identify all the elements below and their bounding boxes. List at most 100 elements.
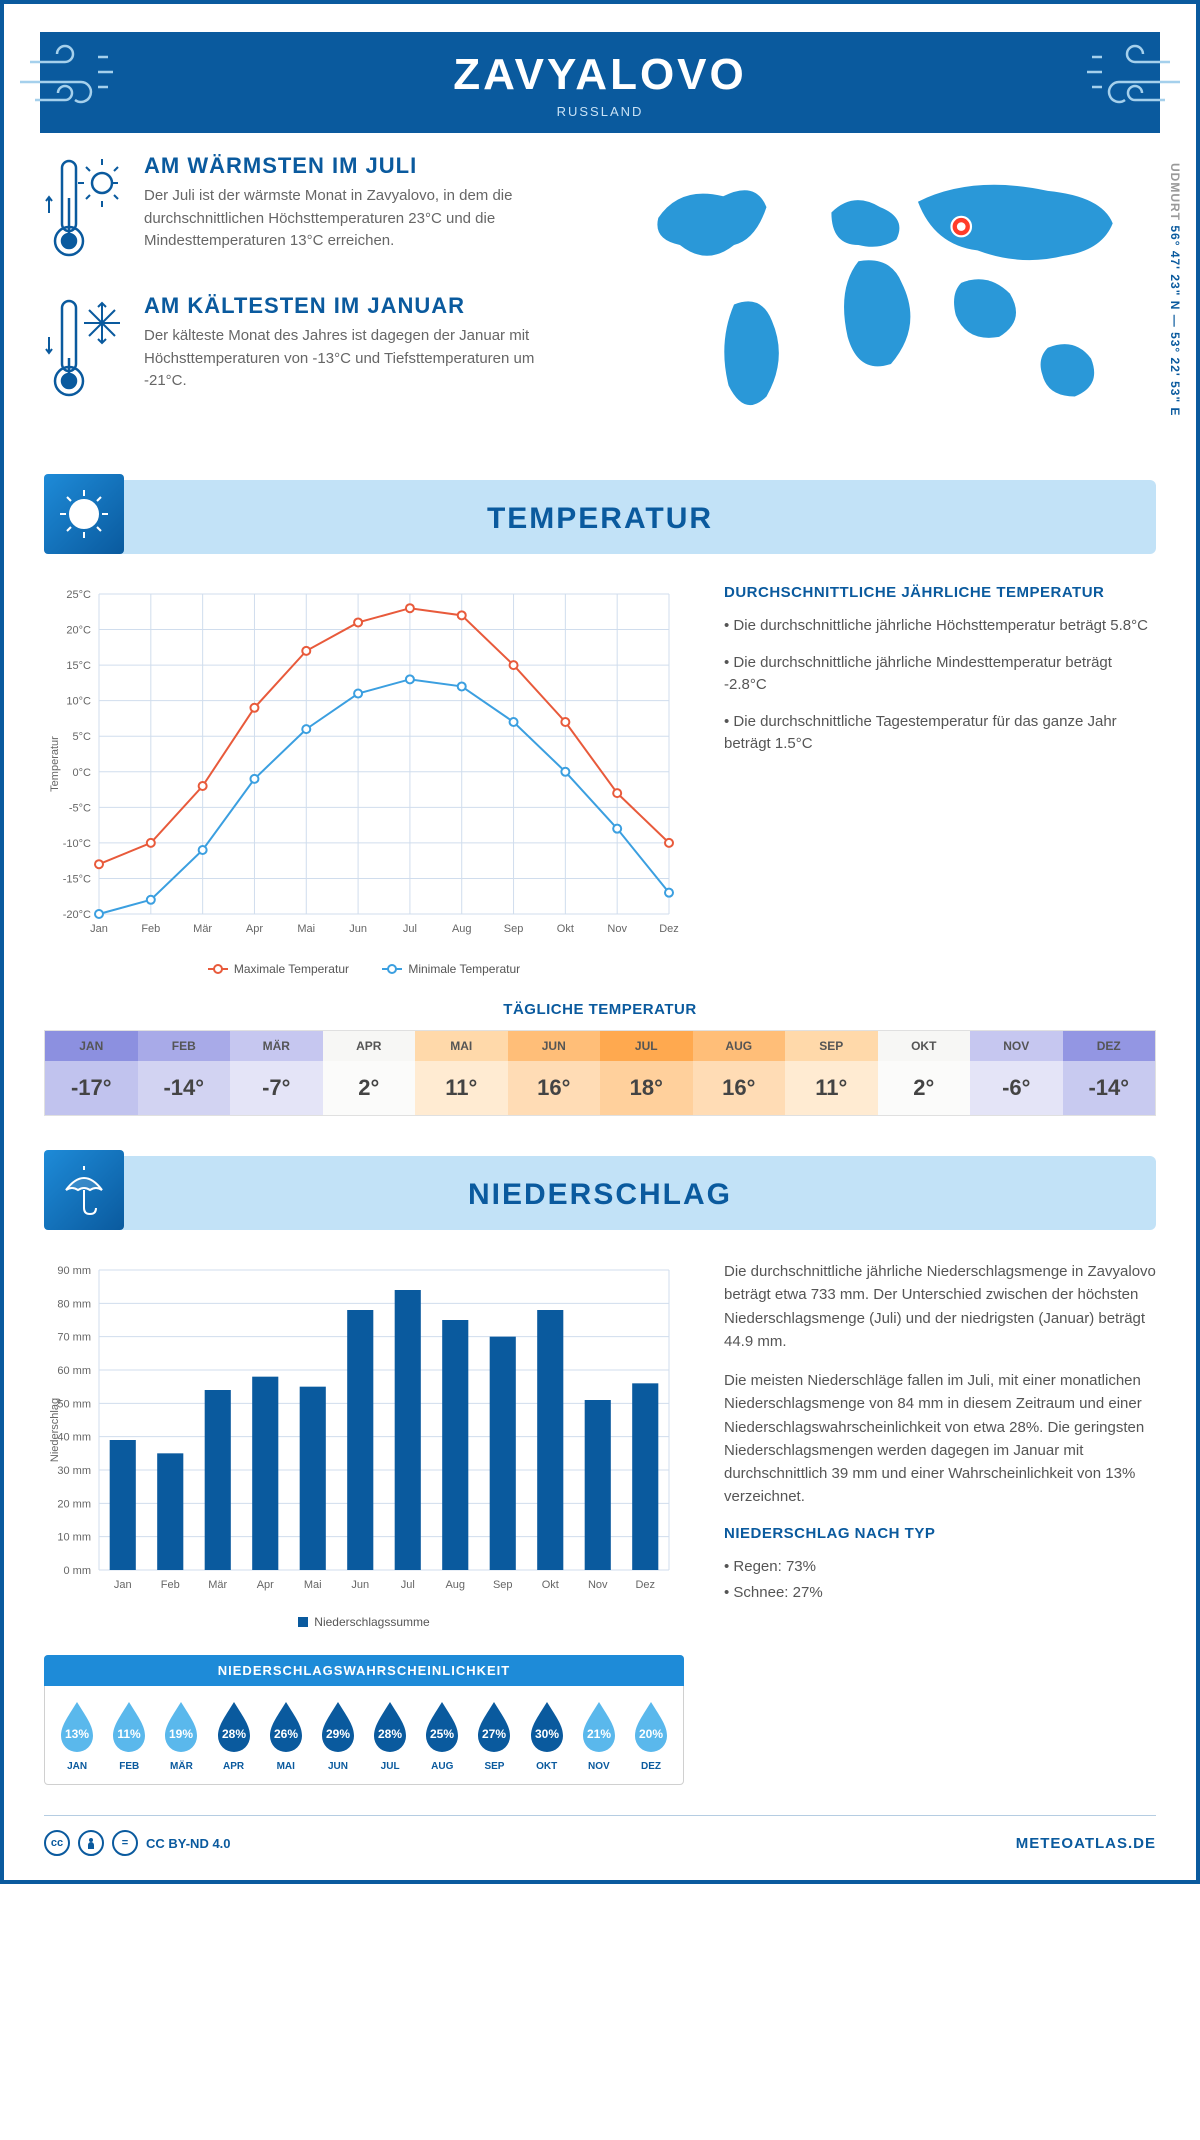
svg-text:Jan: Jan — [114, 1579, 132, 1591]
svg-text:50 mm: 50 mm — [57, 1398, 91, 1410]
svg-text:Mai: Mai — [297, 923, 315, 935]
month-cell: AUG16° — [693, 1031, 786, 1115]
prob-drop: 28%APR — [208, 1698, 260, 1772]
temp-bullet: • Die durchschnittliche jährliche Höchst… — [724, 615, 1156, 638]
svg-text:20 mm: 20 mm — [57, 1498, 91, 1510]
daily-temp-strip: JAN-17°FEB-14°MÄR-7°APR2°MAI11°JUN16°JUL… — [44, 1030, 1156, 1116]
svg-text:80 mm: 80 mm — [57, 1298, 91, 1310]
coldest-fact: AM KÄLTESTEN IM JANUAR Der kälteste Mona… — [44, 293, 585, 408]
page-header: ZAVYALOVO RUSSLAND — [40, 32, 1160, 133]
month-cell: MÄR-7° — [230, 1031, 323, 1115]
umbrella-icon — [44, 1150, 124, 1230]
svg-text:28%: 28% — [378, 1727, 402, 1741]
svg-text:30 mm: 30 mm — [57, 1465, 91, 1477]
svg-text:10 mm: 10 mm — [57, 1532, 91, 1544]
svg-text:20%: 20% — [639, 1727, 663, 1741]
warmest-text: Der Juli ist der wärmste Monat in Zavyal… — [144, 185, 544, 253]
svg-text:11%: 11% — [118, 1727, 142, 1741]
month-cell: NOV-6° — [970, 1031, 1063, 1115]
svg-text:15°C: 15°C — [66, 660, 91, 672]
svg-text:Apr: Apr — [257, 1579, 274, 1591]
bytype-item: • Schnee: 27% — [724, 1582, 1156, 1605]
svg-text:29%: 29% — [326, 1727, 350, 1741]
prob-drop: 29%JUN — [312, 1698, 364, 1772]
svg-text:Jul: Jul — [401, 1579, 415, 1591]
coldest-title: AM KÄLTESTEN IM JANUAR — [144, 293, 544, 319]
svg-text:Aug: Aug — [445, 1579, 465, 1591]
svg-text:0°C: 0°C — [73, 767, 92, 779]
month-cell: SEP11° — [785, 1031, 878, 1115]
thermometer-sun-icon — [44, 153, 124, 268]
precip-probability-box: NIEDERSCHLAGSWAHRSCHEINLICHKEIT 13%JAN11… — [44, 1655, 684, 1785]
svg-text:Nov: Nov — [607, 923, 627, 935]
svg-text:Mai: Mai — [304, 1579, 322, 1591]
month-cell: FEB-14° — [138, 1031, 231, 1115]
svg-text:Mär: Mär — [208, 1579, 227, 1591]
prob-drop: 20%DEZ — [625, 1698, 677, 1772]
svg-text:Dez: Dez — [659, 923, 679, 935]
month-cell: APR2° — [323, 1031, 416, 1115]
section-banner-precip: NIEDERSCHLAG — [44, 1156, 1156, 1230]
wind-icon — [10, 42, 130, 127]
precip-bytype-title: NIEDERSCHLAG NACH TYP — [724, 1525, 1156, 1542]
prob-drop: 21%NOV — [573, 1698, 625, 1772]
nd-icon: = — [112, 1830, 138, 1856]
svg-text:70 mm: 70 mm — [57, 1332, 91, 1344]
svg-text:Aug: Aug — [452, 923, 472, 935]
by-icon — [78, 1830, 104, 1856]
svg-text:Niederschlag: Niederschlag — [49, 1398, 61, 1462]
location-title: ZAVYALOVO — [40, 50, 1160, 100]
svg-text:Sep: Sep — [493, 1579, 513, 1591]
svg-text:27%: 27% — [482, 1727, 506, 1741]
svg-text:26%: 26% — [274, 1727, 298, 1741]
precipitation-bar-chart: 0 mm10 mm20 mm30 mm40 mm50 mm60 mm70 mm8… — [44, 1260, 684, 1600]
precip-chart-legend: Niederschlagssumme — [44, 1615, 684, 1630]
month-cell: MAI11° — [415, 1031, 508, 1115]
svg-text:Temperatur: Temperatur — [49, 736, 61, 792]
world-map — [615, 153, 1156, 450]
temperature-line-chart: -20°C-15°C-10°C-5°C0°C5°C10°C15°C20°C25°… — [44, 584, 684, 944]
location-country: RUSSLAND — [40, 104, 1160, 119]
svg-text:25%: 25% — [430, 1727, 454, 1741]
daily-temp-title: TÄGLICHE TEMPERATUR — [44, 1001, 1156, 1018]
prob-drop: 27%SEP — [468, 1698, 520, 1772]
prob-drop: 11%FEB — [103, 1698, 155, 1772]
svg-text:Sep: Sep — [504, 923, 524, 935]
section-title: NIEDERSCHLAG — [44, 1178, 1156, 1212]
cc-icon: cc — [44, 1830, 70, 1856]
coordinates: UDMURT 56° 47' 23" N — 53° 22' 53" E — [1168, 163, 1182, 416]
precip-paragraph: Die meisten Niederschläge fallen im Juli… — [724, 1369, 1156, 1509]
month-cell: JUN16° — [508, 1031, 601, 1115]
month-cell: DEZ-14° — [1063, 1031, 1156, 1115]
precip-paragraph: Die durchschnittliche jährliche Niedersc… — [724, 1260, 1156, 1353]
svg-text:10°C: 10°C — [66, 696, 91, 708]
section-banner-temperature: TEMPERATUR — [44, 480, 1156, 554]
temp-sidebar-title: DURCHSCHNITTLICHE JÄHRLICHE TEMPERATUR — [724, 584, 1156, 601]
svg-text:Okt: Okt — [557, 923, 574, 935]
month-cell: JAN-17° — [45, 1031, 138, 1115]
svg-text:25°C: 25°C — [66, 589, 91, 601]
svg-text:-15°C: -15°C — [63, 874, 91, 886]
svg-text:60 mm: 60 mm — [57, 1365, 91, 1377]
section-title: TEMPERATUR — [44, 502, 1156, 536]
coldest-text: Der kälteste Monat des Jahres ist dagege… — [144, 325, 544, 393]
svg-text:Nov: Nov — [588, 1579, 608, 1591]
svg-text:-20°C: -20°C — [63, 909, 91, 921]
sun-icon — [44, 474, 124, 554]
svg-text:21%: 21% — [587, 1727, 611, 1741]
thermometer-snow-icon — [44, 293, 124, 408]
svg-text:Jun: Jun — [349, 923, 367, 935]
prob-drop: 30%OKT — [521, 1698, 573, 1772]
svg-text:90 mm: 90 mm — [57, 1265, 91, 1277]
svg-text:Feb: Feb — [161, 1579, 180, 1591]
page-footer: cc = CC BY-ND 4.0 METEOATLAS.DE — [44, 1815, 1156, 1860]
svg-text:-5°C: -5°C — [69, 802, 91, 814]
svg-text:-10°C: -10°C — [63, 838, 91, 850]
svg-text:13%: 13% — [65, 1727, 89, 1741]
svg-text:30%: 30% — [535, 1727, 559, 1741]
svg-text:Apr: Apr — [246, 923, 263, 935]
svg-text:Jan: Jan — [90, 923, 108, 935]
license: cc = CC BY-ND 4.0 — [44, 1830, 231, 1856]
wind-icon — [1070, 42, 1190, 127]
svg-text:Jun: Jun — [351, 1579, 369, 1591]
